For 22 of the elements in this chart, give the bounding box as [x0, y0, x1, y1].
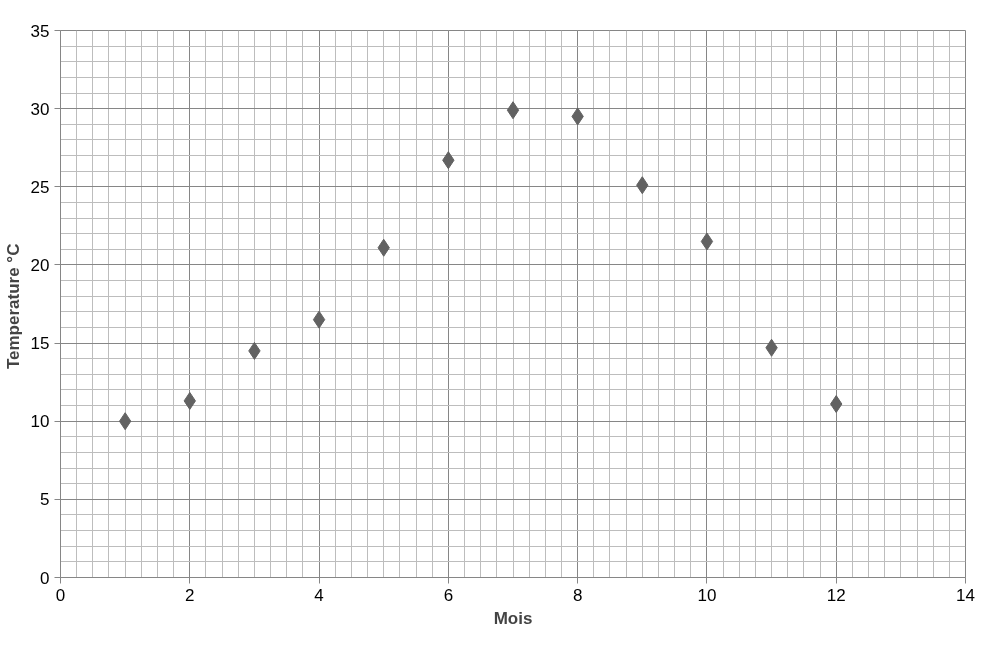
y-tick-label: 10 — [30, 412, 50, 432]
x-tick-label: 12 — [826, 585, 846, 605]
y-tick-label: 15 — [30, 334, 50, 354]
point — [312, 310, 326, 329]
y-tick-label: 30 — [30, 99, 50, 119]
y-tick-label: 35 — [30, 21, 50, 41]
x-tick-label: 14 — [956, 585, 975, 605]
x-tick-label: 4 — [314, 585, 324, 605]
x-tick-label: 6 — [443, 585, 454, 605]
point — [118, 412, 132, 431]
y-tick-label: 20 — [30, 255, 50, 275]
y-axis-title: Temperature °C — [3, 243, 23, 370]
x-tick-label: 2 — [185, 585, 195, 605]
x-tick-label: 0 — [55, 585, 66, 605]
x-axis-title: Mois — [493, 608, 533, 628]
y-tick-label: 5 — [40, 490, 50, 510]
y-tick-label: 25 — [30, 177, 50, 197]
x-tick-label: 8 — [572, 585, 583, 605]
x-tick-label: 10 — [697, 585, 717, 605]
point — [700, 232, 714, 251]
y-tick-label: 0 — [40, 568, 50, 588]
point — [506, 101, 520, 120]
